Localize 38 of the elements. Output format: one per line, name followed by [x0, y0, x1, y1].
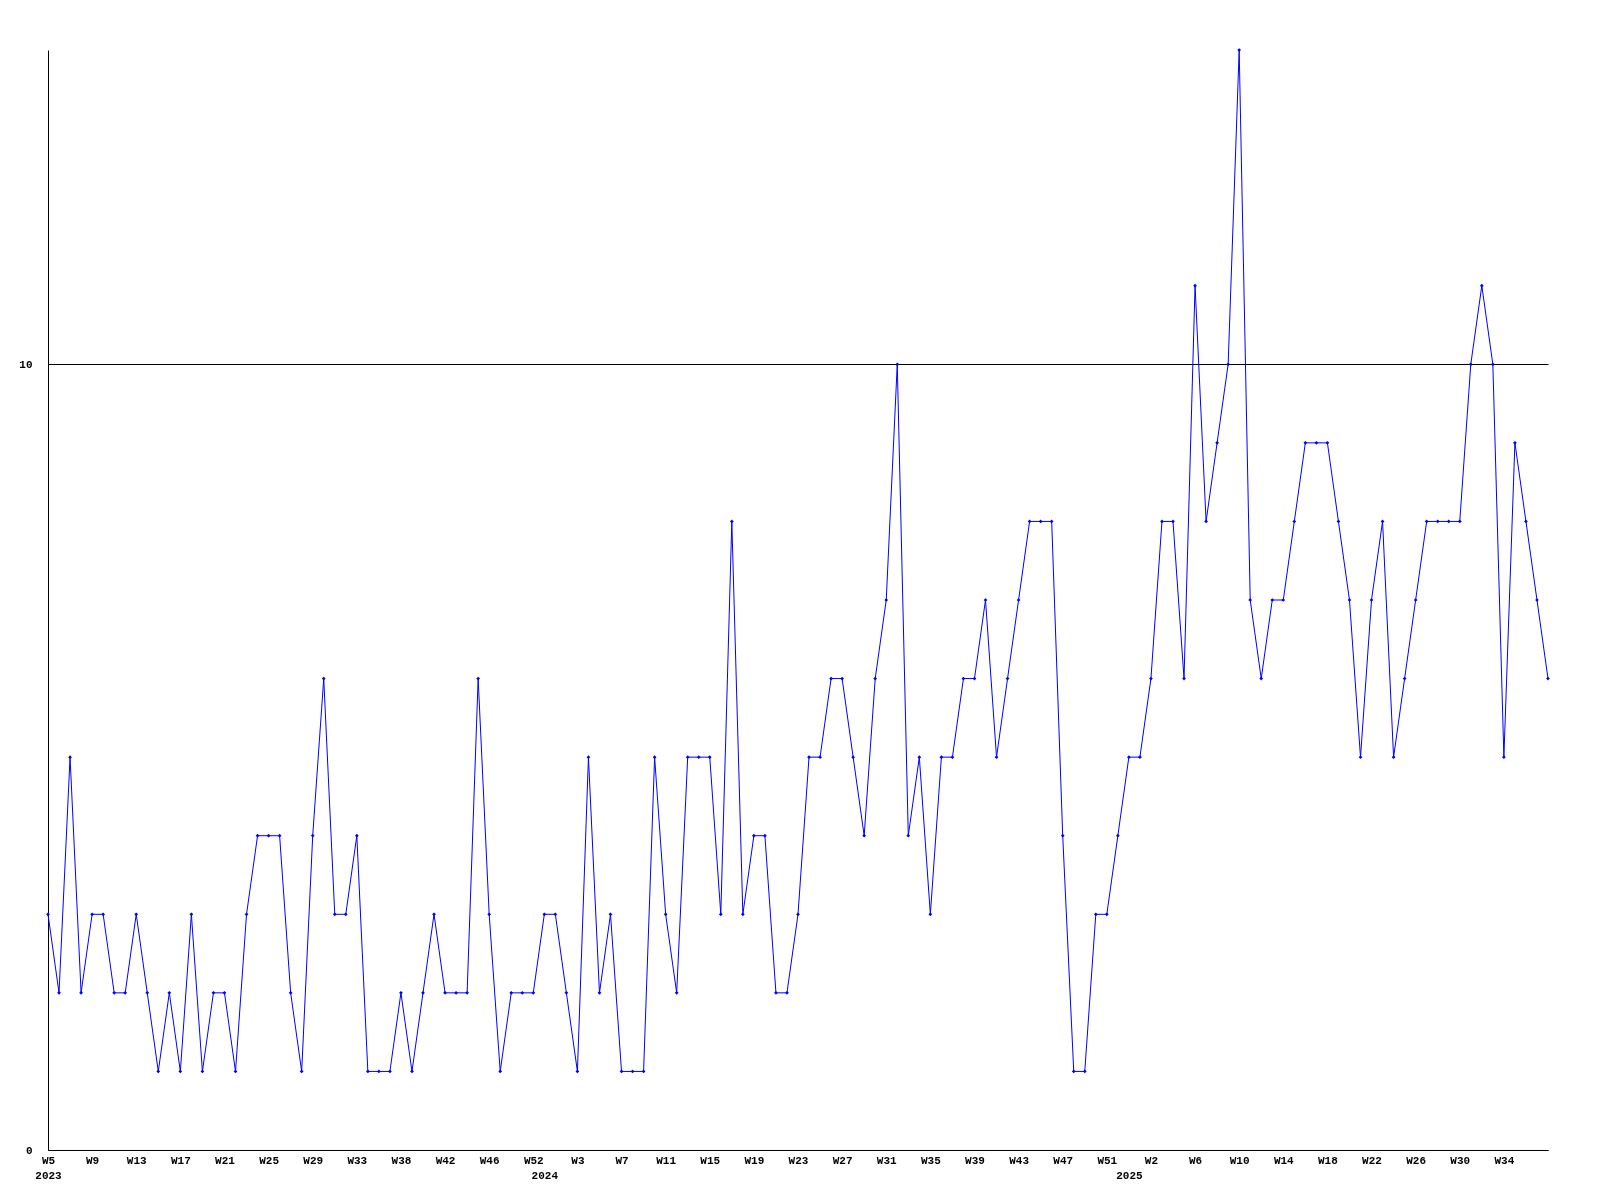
x-tick-label: W35 — [920, 1154, 942, 1167]
x-tick-label: W51 — [1097, 1154, 1118, 1167]
x-tick-label: W38 — [391, 1154, 412, 1167]
x-tick-label: W47 — [1053, 1154, 1074, 1167]
x-tick-label: W34 — [1494, 1154, 1515, 1167]
x-tick-label: W15 — [700, 1154, 721, 1167]
x-tick-label: W14 — [1273, 1154, 1295, 1167]
y-tick-label: 10 — [19, 358, 33, 371]
x-tick-label: W23 — [788, 1154, 809, 1167]
x-tick-label: W13 — [126, 1154, 148, 1167]
x-tick-label: W30 — [1450, 1154, 1471, 1167]
x-tick-label: W22 — [1362, 1154, 1382, 1167]
x-tick-label: W52 — [523, 1154, 544, 1167]
x-tick-label: W21 — [215, 1154, 236, 1167]
x-tick-label: W29 — [303, 1154, 324, 1167]
x-tick-label: W46 — [479, 1154, 500, 1167]
x-tick-label: W18 — [1318, 1154, 1339, 1167]
x-tick-label: W27 — [832, 1154, 853, 1167]
x-tick-label: W19 — [744, 1154, 765, 1167]
x-tick-label: W26 — [1406, 1154, 1427, 1167]
x-tick-label: W31 — [876, 1154, 898, 1167]
x-tick-label: W3 — [571, 1154, 585, 1167]
x-tick-label: W17 — [170, 1154, 191, 1167]
x-tick-label: W39 — [965, 1154, 985, 1167]
x-tick-label: W7 — [615, 1154, 629, 1167]
x-tick-label: 2025 — [1116, 1169, 1143, 1182]
y-tick-label: 0 — [25, 1144, 33, 1157]
x-tick-label: W5 2023 — [35, 1154, 63, 1182]
x-tick-label: W6 — [1188, 1154, 1203, 1167]
x-tick-label: W25 — [259, 1154, 280, 1167]
x-tick-label: W42 — [435, 1154, 456, 1167]
x-tick-label: W43 — [1009, 1154, 1030, 1167]
x-tick-label: 2024 — [531, 1169, 559, 1182]
x-tick-label: W33 — [347, 1154, 368, 1167]
x-tick-label: W9 — [86, 1154, 100, 1167]
x-tick-label: W10 — [1229, 1154, 1250, 1167]
x-tick-label: W11 — [656, 1154, 677, 1167]
x-tick-label: W2 — [1144, 1154, 1159, 1167]
